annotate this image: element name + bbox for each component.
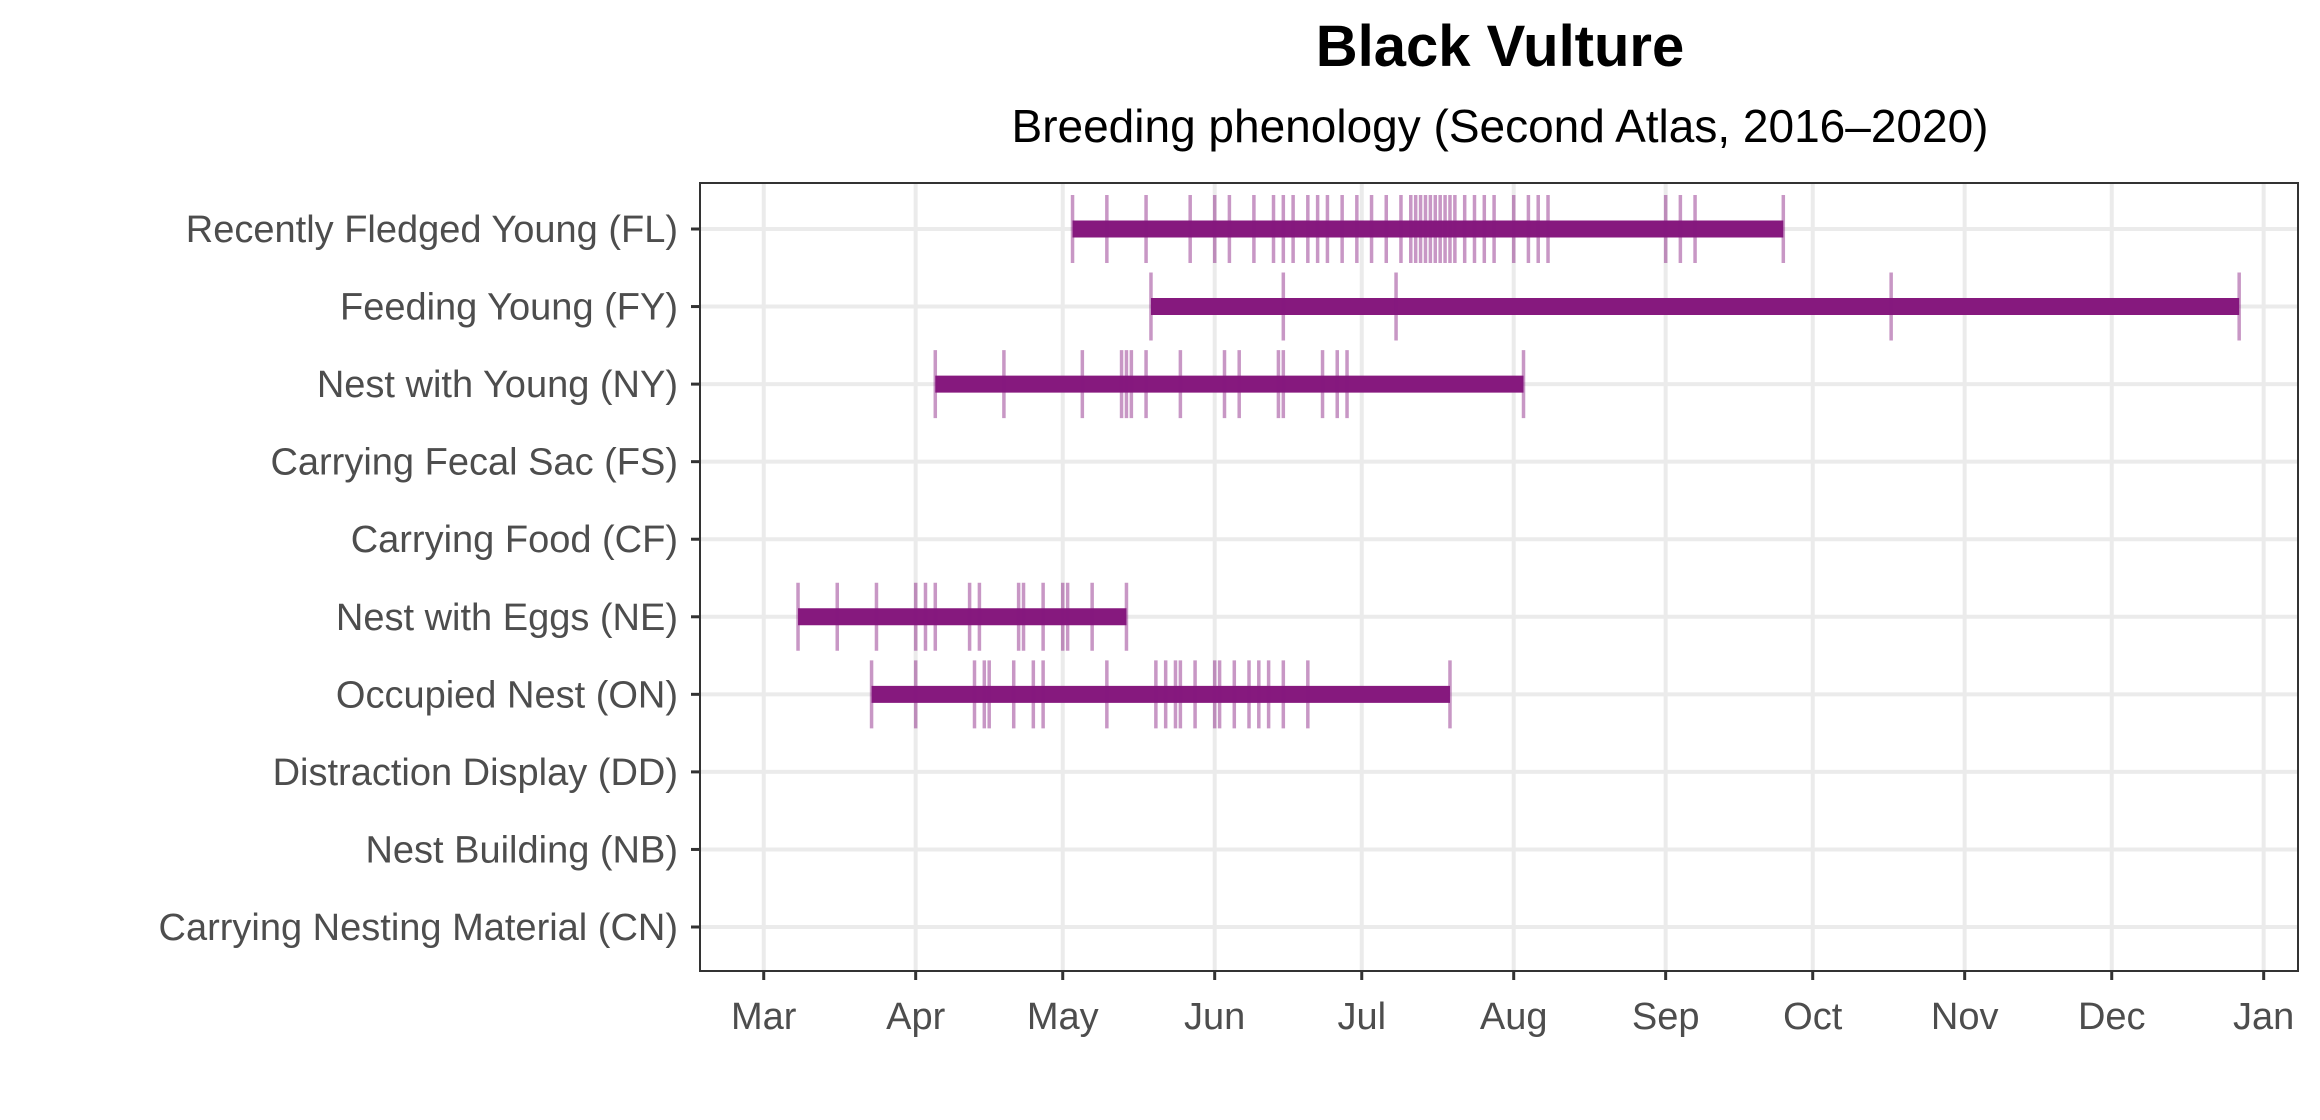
y-tick-label: Carrying Nesting Material (CN) xyxy=(159,907,678,949)
y-tick-label: Carrying Fecal Sac (FS) xyxy=(270,442,678,484)
x-axis: Mar Apr May Jun Jul Aug Sep Oct Nov Dec Jan xyxy=(731,971,2294,1038)
x-tick-label: Dec xyxy=(2078,996,2146,1038)
y-tick-label: Carrying Food (CF) xyxy=(351,519,678,561)
y-tick-label: Nest Building (NB) xyxy=(365,829,678,871)
x-tick-label: Mar xyxy=(731,996,797,1038)
plot-border xyxy=(699,182,2299,972)
range-bars xyxy=(798,220,2240,703)
y-axis: Recently Fledged Young (FL) Feeding Young… xyxy=(159,209,700,949)
y-tick-label: Recently Fledged Young (FL) xyxy=(186,209,678,251)
x-tick-label: Oct xyxy=(1783,996,1843,1038)
x-tick-label: Jan xyxy=(2233,996,2294,1038)
x-tick-label: Apr xyxy=(886,996,945,1038)
chart-title: Black Vulture xyxy=(1316,14,1685,79)
y-tick-label: Nest with Eggs (NE) xyxy=(336,597,678,639)
y-tick-label: Occupied Nest (ON) xyxy=(336,674,678,716)
x-tick-label: Nov xyxy=(1931,996,1999,1038)
x-tick-label: Sep xyxy=(1632,996,1700,1038)
x-tick-label: Jun xyxy=(1184,996,1245,1038)
y-tick-label: Feeding Young (FY) xyxy=(340,287,678,329)
chart-subtitle: Breeding phenology (Second Atlas, 2016–2… xyxy=(1012,100,1989,152)
observation-ticks xyxy=(796,195,2241,729)
x-tick-label: Jul xyxy=(1337,996,1386,1038)
y-tick-label: Nest with Young (NY) xyxy=(317,364,678,406)
y-tick-label: Distraction Display (DD) xyxy=(273,752,678,794)
x-tick-label: Aug xyxy=(1480,996,1548,1038)
x-tick-label: May xyxy=(1027,996,1099,1038)
